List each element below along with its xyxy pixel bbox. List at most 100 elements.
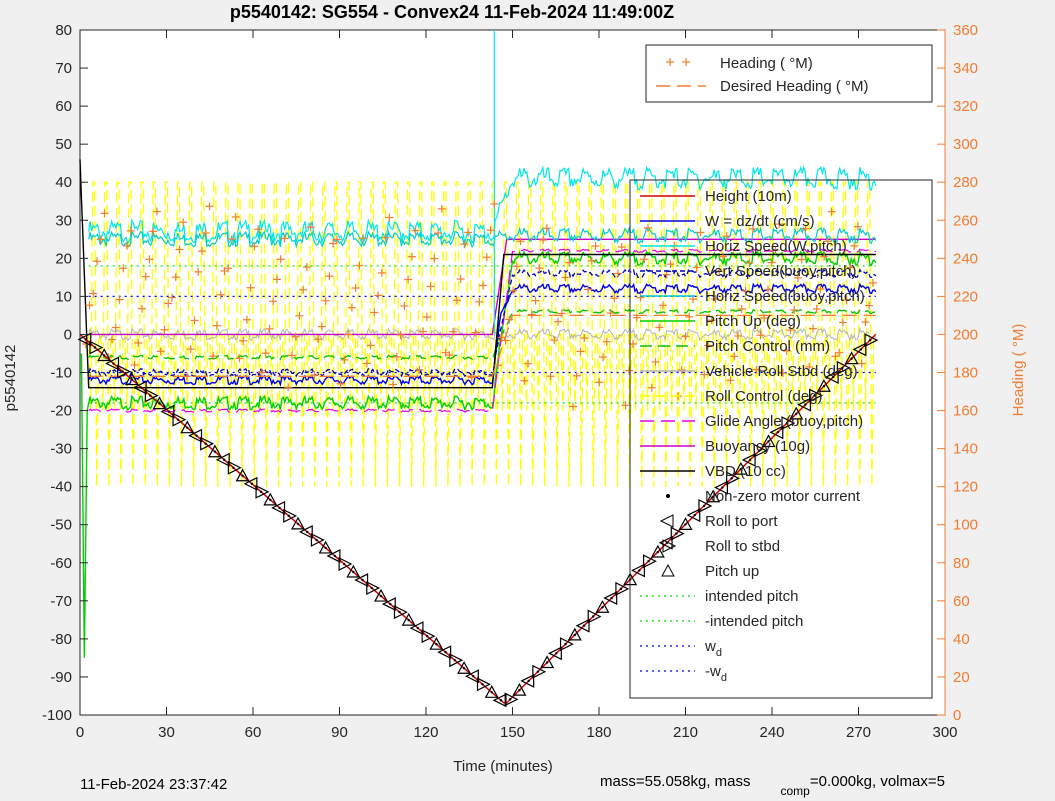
y2-tick-label: 180 <box>953 365 978 382</box>
heading-marker <box>647 383 656 392</box>
legend-roll_stbd-label: Roll to stbd <box>705 538 780 555</box>
heading-marker <box>145 255 154 264</box>
x-tick-label: 210 <box>673 724 698 741</box>
motor-current-dot <box>149 394 152 397</box>
legend-roll_control-label: Roll Control (deg) <box>705 388 823 405</box>
heading-marker <box>730 352 739 361</box>
legend-vbd-label: VBD (10 cc) <box>705 463 786 480</box>
heading-marker <box>662 270 671 279</box>
roll-pitch-marker <box>180 420 195 434</box>
heading-marker <box>486 226 495 235</box>
y2-tick-label: 320 <box>953 98 978 115</box>
roll-pitch-marker <box>409 621 424 636</box>
motor-current-dot <box>758 449 761 452</box>
motor-current-dot <box>462 667 466 670</box>
motor-current-dot <box>315 538 318 542</box>
heading-marker <box>396 330 405 339</box>
heading-marker <box>212 321 221 330</box>
heading-marker <box>850 241 859 250</box>
roll-pitch-marker <box>797 397 812 412</box>
motor-current-dot <box>868 339 872 342</box>
heading-marker <box>280 234 289 243</box>
y-tick-label: 70 <box>55 60 72 77</box>
roll-pitch-marker <box>227 460 242 475</box>
heading-marker <box>194 267 203 276</box>
roll-pitch-marker <box>492 693 507 708</box>
motor-current-dot <box>573 633 576 637</box>
heading-marker <box>718 252 727 261</box>
legend-roll_port-label: Roll to port <box>705 513 778 530</box>
heading-marker <box>741 286 750 295</box>
heading-marker <box>152 207 161 216</box>
y-tick-label: 80 <box>55 22 72 39</box>
roll-pitch-marker <box>457 660 472 674</box>
heading-marker <box>332 235 341 244</box>
roll-pitch-marker <box>520 673 535 688</box>
heading-marker <box>227 235 236 244</box>
heading-marker <box>580 334 589 343</box>
heading-marker <box>827 207 836 216</box>
motor-current-dot <box>176 418 180 421</box>
heading-marker <box>340 355 349 364</box>
footer-mass: mass=55.058kg, mass comp=0.000kg, volmax=… <box>600 773 945 798</box>
roll-pitch-marker <box>476 677 491 692</box>
roll-pitch-marker <box>326 549 341 563</box>
heading-marker <box>561 273 570 282</box>
motor-current-dot <box>416 626 420 630</box>
heading-marker <box>389 380 398 389</box>
heading-marker <box>261 349 270 358</box>
heading-marker <box>726 376 735 385</box>
heading-marker <box>351 284 360 293</box>
heading-marker <box>299 285 308 294</box>
heading-marker <box>452 296 461 305</box>
heading-marker <box>370 308 379 317</box>
roll-pitch-marker <box>77 332 92 347</box>
chart-title: p5540142: SG554 - Convex24 11-Feb-2024 1… <box>230 2 674 22</box>
legend-vert_buoy-label: Vert Speed(buoy,pitch) <box>705 263 856 280</box>
heading-marker <box>659 301 668 310</box>
footer-mass-sub: comp <box>781 784 811 798</box>
roll-pitch-marker <box>152 396 167 410</box>
heading-marker <box>141 272 150 281</box>
motor-current-dot <box>306 530 309 534</box>
heading-marker <box>557 309 566 318</box>
roll-pitch-marker <box>686 508 701 523</box>
motor-current-dot <box>739 467 743 471</box>
heading-marker <box>404 275 413 284</box>
heading-marker <box>715 267 724 276</box>
heading-marker <box>231 212 240 221</box>
heading-marker <box>257 368 266 377</box>
motor-current-dot <box>407 618 410 622</box>
y-tick-label: -70 <box>50 593 72 610</box>
heading-marker <box>302 263 311 272</box>
legend-neg_intended-label: -intended pitch <box>705 613 803 630</box>
heading-marker <box>445 351 454 360</box>
heading-marker <box>422 313 431 322</box>
motor-current-dot <box>785 421 789 425</box>
roll-pitch-marker <box>615 581 630 596</box>
roll-pitch-marker <box>631 563 645 578</box>
heading-marker <box>250 242 259 251</box>
heading-marker <box>392 352 401 361</box>
y-tick-label: -50 <box>50 517 72 534</box>
heading-marker <box>359 234 368 243</box>
roll-pitch-marker <box>587 609 602 624</box>
heading-marker <box>760 313 769 322</box>
heading-marker <box>790 305 799 314</box>
heading-marker <box>591 242 600 251</box>
motor-current-dot <box>748 458 752 462</box>
motor-current-dot <box>444 651 447 654</box>
heading-marker <box>576 347 585 356</box>
heading-marker <box>119 264 128 273</box>
heading-marker <box>696 228 705 237</box>
heading-marker <box>295 311 304 320</box>
roll-pitch-marker <box>263 492 278 506</box>
roll-pitch-marker <box>726 471 740 486</box>
motor-current-dot <box>601 606 604 609</box>
y2-tick-label: 120 <box>953 479 978 496</box>
y-tick-label: 10 <box>55 288 72 305</box>
series-desired_heading-line <box>88 314 876 377</box>
heading-marker <box>156 347 165 356</box>
roll-pitch-marker <box>753 443 768 458</box>
